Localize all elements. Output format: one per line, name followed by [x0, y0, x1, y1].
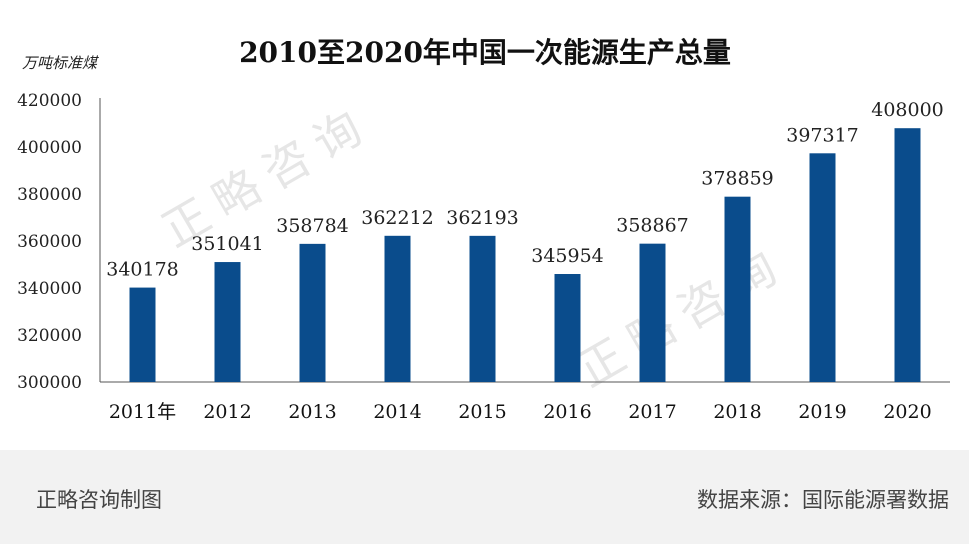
data-label: 340178 — [106, 259, 179, 281]
x-tick-label: 2014 — [373, 401, 421, 423]
bar — [129, 287, 156, 382]
x-tick-label: 2013 — [288, 401, 336, 423]
footer-source: 数据来源：国际能源署数据 — [697, 488, 949, 512]
y-tick-label: 320000 — [17, 326, 82, 346]
data-label: 378859 — [701, 168, 774, 190]
bar-chart: 正略咨询正略咨询2010至2020年中国一次能源生产总量万吨标准煤4200004… — [17, 36, 950, 423]
x-tick-label: 2012 — [203, 401, 251, 423]
y-tick-label: 400000 — [17, 138, 82, 158]
x-tick-label: 2020 — [883, 401, 931, 423]
bar — [214, 262, 241, 382]
data-label: 362193 — [446, 207, 519, 229]
data-label: 397317 — [786, 124, 859, 146]
x-tick-label: 2019 — [798, 401, 846, 423]
data-label: 358784 — [276, 215, 349, 237]
y-tick-label: 380000 — [17, 185, 82, 205]
footer: 正略咨询制图 数据来源：国际能源署数据 — [0, 450, 969, 544]
bar — [384, 235, 411, 382]
bar — [894, 128, 921, 382]
y-unit-label: 万吨标准煤 — [22, 54, 99, 72]
y-tick-label: 340000 — [17, 279, 82, 299]
y-tick-label: 420000 — [17, 91, 82, 111]
y-tick-label: 360000 — [17, 232, 82, 252]
bar — [299, 243, 326, 382]
data-label: 345954 — [531, 245, 604, 267]
data-label: 362212 — [361, 207, 434, 229]
data-label: 351041 — [191, 233, 264, 255]
data-label: 358867 — [616, 215, 689, 237]
y-tick-label: 300000 — [17, 373, 82, 393]
x-tick-label: 2017 — [628, 401, 676, 423]
x-tick-label: 2015 — [458, 401, 506, 423]
bar — [554, 274, 581, 382]
chart-card: 正略咨询 正略咨询 2010至2020年中国一次能源生产总量 万吨标准煤 420000 4… — [0, 0, 969, 450]
x-tick-label: 2018 — [713, 401, 761, 423]
bar — [469, 235, 496, 382]
x-tick-label: 2016 — [543, 401, 591, 423]
chart-title: 2010至2020年中国一次能源生产总量 — [239, 36, 731, 69]
data-label: 408000 — [871, 99, 944, 121]
bar — [724, 196, 751, 382]
footer-credit: 正略咨询制图 — [36, 488, 162, 512]
bar — [809, 153, 836, 382]
bar — [639, 243, 666, 382]
x-tick-label: 2011年 — [109, 401, 176, 423]
